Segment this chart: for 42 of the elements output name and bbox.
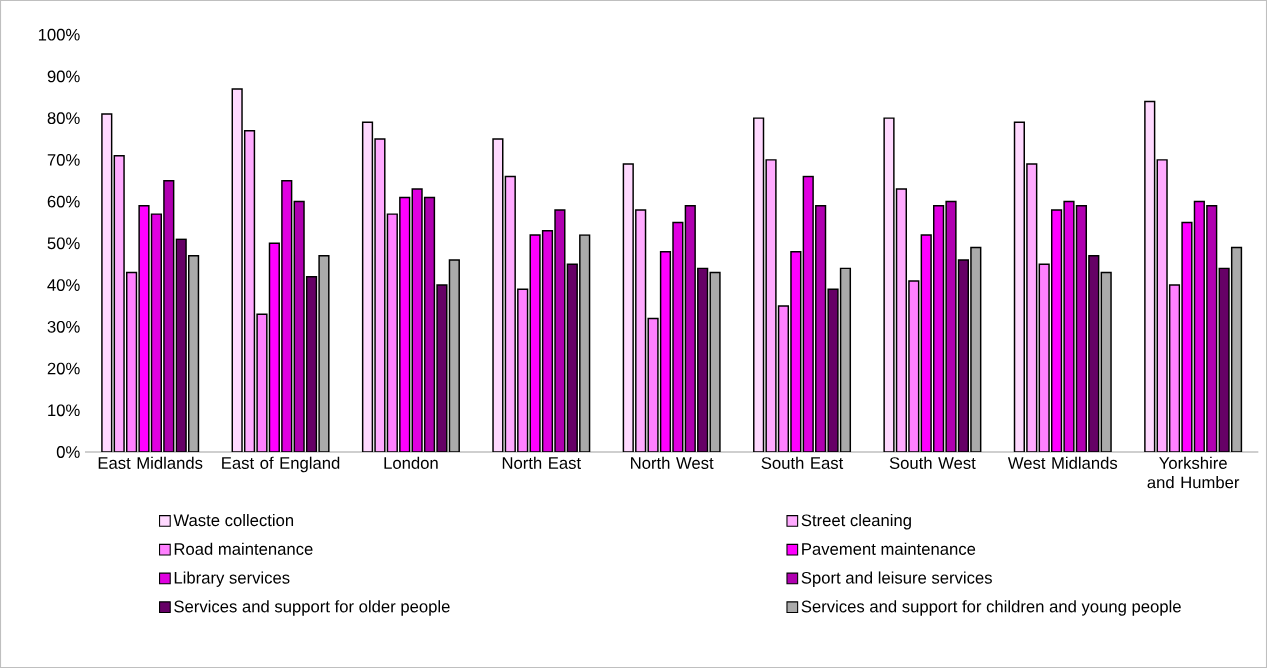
legend-label: Road maintenance xyxy=(174,542,313,555)
bar xyxy=(150,213,162,452)
x-tick-label: West Midlands xyxy=(1007,456,1118,469)
y-tick-label: 90% xyxy=(47,70,80,83)
bar xyxy=(423,196,436,452)
y-tick-label: 0% xyxy=(56,446,80,458)
x-tick-label: South East xyxy=(761,456,844,469)
x-tick-label: East of England xyxy=(222,456,340,473)
y-tick-label: 10% xyxy=(48,404,80,417)
y-tick-label: 60% xyxy=(47,195,80,208)
legend-label: Library services xyxy=(174,571,290,587)
x-tick-label: North West xyxy=(631,456,714,469)
y-tick-label: 40% xyxy=(47,279,80,291)
y-tick-label: 50% xyxy=(47,237,80,250)
bar xyxy=(1013,121,1025,452)
bar xyxy=(243,129,256,452)
bar xyxy=(1230,246,1243,452)
x-tick-label: South West xyxy=(889,456,976,469)
x-tick-label: East Midlands xyxy=(98,456,203,469)
bar xyxy=(933,205,945,452)
bar xyxy=(895,188,908,452)
bar xyxy=(361,121,374,452)
bar xyxy=(1050,209,1063,452)
bar xyxy=(187,255,200,452)
legend-label: Services and support for children and young people xyxy=(801,600,1181,616)
legend-label: Street cleaning xyxy=(801,513,911,530)
y-tick-label: 70% xyxy=(47,153,80,166)
legend-label: Sport and leisure services xyxy=(801,571,992,587)
bar xyxy=(659,250,672,452)
bar xyxy=(839,267,852,452)
bar xyxy=(541,230,554,452)
x-tick-label: Yorkshire and Humber xyxy=(1147,456,1240,489)
y-tick-label: 80% xyxy=(47,112,80,125)
y-tick-label: 100% xyxy=(38,28,80,41)
legend-label: Pavement maintenance xyxy=(802,542,976,555)
y-tick-label: 30% xyxy=(47,320,80,333)
x-tick-label: London xyxy=(384,456,438,469)
y-tick-label: 20% xyxy=(47,362,80,375)
legend-label: Waste collection xyxy=(173,513,294,527)
x-tick-label: North East xyxy=(502,456,581,469)
legend-label: Services and support for older people xyxy=(174,600,450,616)
bar xyxy=(1075,205,1087,452)
